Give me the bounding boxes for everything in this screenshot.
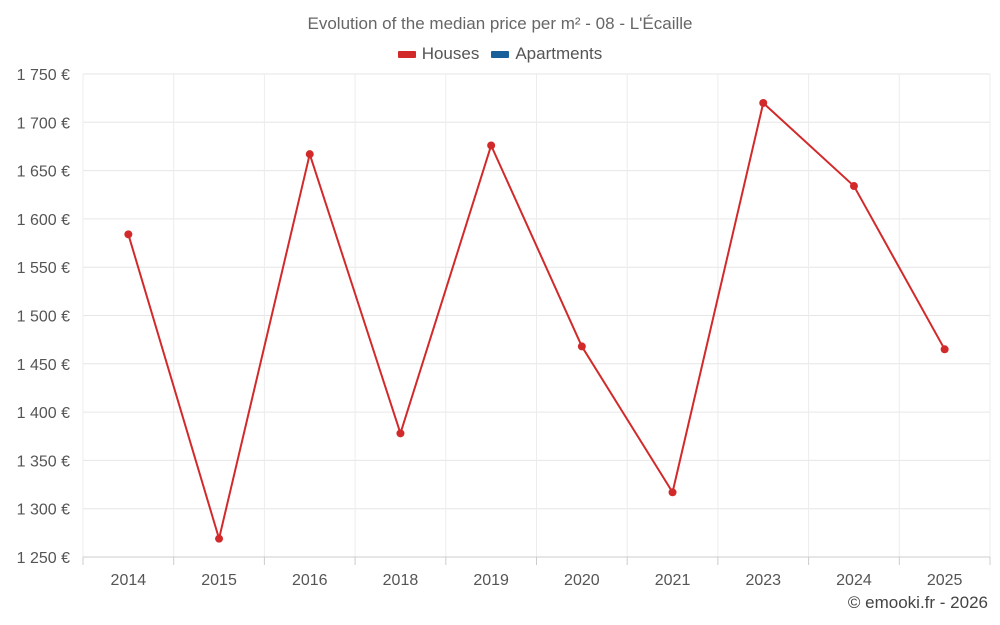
- y-tick-label: 1 700 €: [17, 115, 70, 132]
- chart-title: Evolution of the median price per m² - 0…: [307, 14, 693, 33]
- x-tick-label: 2018: [383, 572, 419, 589]
- legend-item-houses[interactable]: Houses: [397, 44, 480, 64]
- legend-swatch-houses: [397, 50, 416, 58]
- data-point-houses: [124, 230, 133, 239]
- data-point-houses: [759, 98, 768, 107]
- y-tick-label: 1 550 €: [17, 260, 70, 277]
- x-tick-label: 2025: [927, 572, 963, 589]
- y-axis: 1 250 € 1 300 € 1 350 € 1 400 € 1 450 € 1 500…: [17, 67, 70, 567]
- data-point-houses: [487, 141, 496, 150]
- series-line-houses: [127, 101, 946, 540]
- chart-legend: Houses Apartments: [0, 44, 1000, 64]
- x-tick-label: 2016: [292, 572, 328, 589]
- y-tick-label: 1 300 €: [17, 502, 70, 519]
- data-point-houses: [305, 150, 314, 159]
- data-point-houses: [668, 488, 677, 497]
- grid-lines: [82, 73, 991, 558]
- y-tick-label: 1 400 €: [17, 405, 70, 422]
- x-tick-label: 2023: [745, 572, 781, 589]
- x-tick-label: 2019: [473, 572, 509, 589]
- data-point-houses: [577, 342, 586, 351]
- legend-swatch-apartments: [491, 50, 510, 58]
- x-tick-label: 2020: [564, 572, 600, 589]
- legend-label-houses: Houses: [421, 44, 480, 63]
- y-tick-label: 1 650 €: [17, 164, 70, 181]
- y-tick-label: 1 500 €: [17, 309, 70, 326]
- y-tick-label: 1 350 €: [17, 453, 70, 470]
- data-point-houses: [940, 345, 949, 354]
- y-tick-label: 1 450 €: [17, 357, 70, 374]
- data-point-houses: [849, 182, 858, 191]
- y-tick-label: 1 250 €: [17, 550, 70, 567]
- data-point-houses: [396, 429, 405, 438]
- data-point-houses: [215, 534, 224, 543]
- x-tick-label: 2024: [836, 572, 872, 589]
- series-houses: [124, 98, 949, 543]
- x-tick-label: 2014: [111, 572, 147, 589]
- x-axis: 2014 2015 2016 2018 2019 2020 2021 2023 2024 2025: [82, 556, 991, 589]
- credit-text: © emooki.fr - 2026: [847, 593, 988, 612]
- x-tick-label: 2021: [655, 572, 691, 589]
- x-tick-label: 2015: [201, 572, 237, 589]
- y-tick-label: 1 600 €: [17, 212, 70, 229]
- y-tick-label: 1 750 €: [17, 67, 70, 84]
- legend-item-apartments[interactable]: Apartments: [491, 44, 602, 64]
- legend-label-apartments: Apartments: [515, 44, 603, 63]
